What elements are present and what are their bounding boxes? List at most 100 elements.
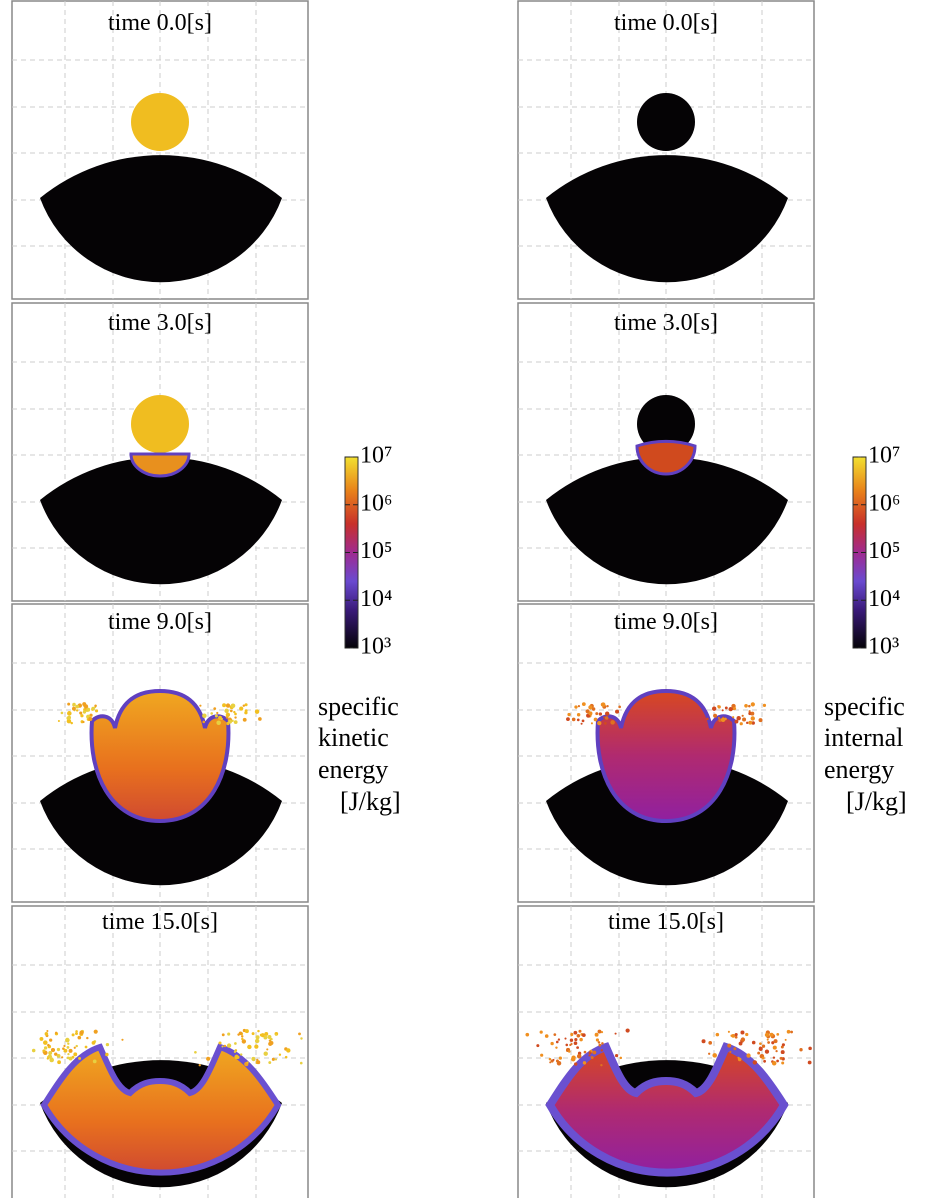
splash-particle [234, 716, 236, 718]
panel: time 15.0[s] [12, 906, 308, 1198]
splash-particle [268, 1042, 272, 1046]
splash-particle [267, 1035, 271, 1039]
splash-particle [255, 1039, 259, 1043]
splash-particle [808, 1047, 812, 1051]
splash-particle [731, 1034, 735, 1038]
splash-particle [565, 1044, 568, 1047]
splash-particle [578, 1030, 581, 1033]
splash-particle [759, 718, 763, 722]
splash-particle [42, 1049, 45, 1052]
splash-particle [213, 707, 216, 710]
splash-particle [588, 705, 592, 709]
splash-particle [245, 703, 248, 706]
splash-particle [230, 710, 233, 713]
splash-particle [581, 723, 583, 725]
splash-particle [215, 714, 218, 717]
splash-particle [275, 1034, 277, 1036]
splash-particle [774, 1039, 778, 1043]
splash-particle [88, 1057, 91, 1060]
splash-particle [567, 713, 570, 716]
splash-particle [72, 707, 76, 711]
colorbar-tick-label: 10⁶ [360, 490, 392, 516]
splash-particle [702, 1039, 706, 1043]
colorbar-tick-label: 10⁵ [868, 538, 900, 564]
splash-particle [782, 1043, 785, 1046]
splash-particle [763, 1060, 766, 1063]
splash-particle [66, 716, 70, 720]
splash-particle [241, 1038, 243, 1040]
splash-particle [759, 1042, 762, 1045]
splash-particle [550, 1042, 553, 1045]
splash-particle [574, 1038, 577, 1041]
splash-particle [525, 1033, 529, 1037]
splash-particle [772, 1061, 777, 1066]
splash-particle [67, 1053, 69, 1055]
splash-particle [765, 1033, 769, 1037]
splash-particle [549, 1061, 551, 1063]
splash-particle [606, 705, 608, 707]
splash-particle [55, 1032, 57, 1034]
splash-particle [559, 1056, 562, 1059]
splash-particle [735, 721, 738, 724]
splash-particle [258, 717, 262, 721]
splash-particle [240, 1053, 242, 1055]
splash-particle [79, 1030, 83, 1034]
splash-particle [733, 1047, 736, 1050]
splash-particle [233, 711, 235, 713]
splash-particle [601, 702, 605, 706]
splash-particle [234, 1042, 237, 1045]
splash-particle [285, 1056, 288, 1059]
splash-particle [268, 1061, 271, 1064]
splash-particle [598, 1030, 602, 1034]
splash-particle [773, 1056, 775, 1058]
splash-particle [570, 1039, 573, 1042]
splash-particle [63, 1045, 65, 1047]
splash-particle [588, 1055, 590, 1057]
splash-particle [556, 1041, 559, 1044]
splash-particle [601, 1049, 603, 1051]
splash-particle [202, 714, 207, 719]
splash-particle [69, 1057, 73, 1061]
colorbar-tick-label: 10³ [868, 634, 899, 660]
splash-particle [553, 1033, 556, 1036]
splash-particle [252, 1059, 255, 1062]
splash-particle [579, 1038, 582, 1041]
splash-particle [582, 702, 586, 706]
splash-particle [92, 1041, 96, 1045]
splash-particle [239, 707, 243, 711]
splash-particle [729, 1051, 731, 1053]
splash-particle [298, 1032, 301, 1035]
splash-particle [574, 1041, 578, 1045]
figure: time 0.0[s] time 3.0[s] time 9.0[s] time… [0, 0, 928, 1198]
splash-particle [95, 709, 98, 712]
splash-particle [88, 717, 92, 721]
splash-particle [594, 718, 598, 722]
splash-particle [243, 704, 245, 706]
splash-particle [773, 1046, 777, 1050]
splash-particle [256, 1060, 260, 1064]
colorbar-label: energy [318, 755, 388, 784]
splash-particle [781, 1062, 784, 1065]
splash-particle [558, 1038, 560, 1040]
colorbar-tick-label: 10⁴ [360, 586, 392, 612]
splash-particle [808, 1061, 812, 1065]
splash-particle [745, 1033, 748, 1036]
splash-particle [733, 707, 736, 710]
splash-particle [216, 712, 218, 714]
splash-particle [231, 704, 236, 709]
splash-particle [45, 1032, 49, 1036]
colorbar-tick-label: 10³ [360, 634, 391, 660]
splash-particle [65, 1038, 70, 1043]
splash-particle [790, 1031, 793, 1034]
splash-particle [589, 1051, 592, 1054]
splash-particle [591, 722, 593, 724]
splash-particle [763, 704, 766, 707]
splash-particle [199, 1064, 201, 1066]
splash-particle [228, 720, 232, 724]
splash-particle [615, 710, 619, 714]
splash-particle [740, 1031, 744, 1035]
splash-particle [222, 703, 226, 707]
splash-particle [49, 1039, 52, 1042]
splash-particle [572, 718, 576, 722]
splash-particle [254, 1044, 258, 1048]
